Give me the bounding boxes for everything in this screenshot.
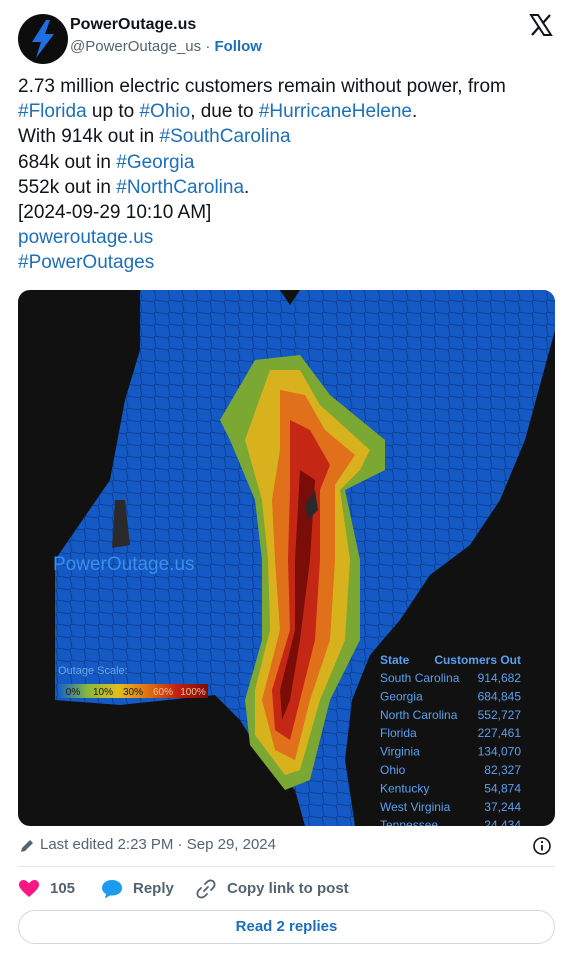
info-icon[interactable]: [532, 836, 552, 856]
follow-link[interactable]: Follow: [214, 38, 262, 55]
scale-bar: [58, 684, 208, 698]
customers-out: 684,845: [478, 689, 522, 703]
customers-out: 82,327: [484, 763, 521, 777]
table-header: Customers Out: [434, 653, 521, 667]
state-name: Ohio: [380, 763, 406, 777]
customers-out: 24,434: [484, 818, 521, 826]
like-count[interactable]: 105: [50, 880, 76, 897]
link[interactable]: #PowerOutages: [18, 252, 155, 274]
reply-button[interactable]: Reply: [133, 880, 174, 897]
avatar[interactable]: [18, 14, 68, 64]
table-header: State: [380, 653, 410, 667]
customers-out: 914,682: [478, 671, 522, 685]
scale-tick: 0%: [66, 687, 81, 698]
scale-label: Outage Scale:: [58, 665, 128, 677]
text-line: [2024-09-29 10:10 AM]: [18, 200, 563, 225]
state-name: Kentucky: [380, 781, 429, 795]
text: With 914k out in: [18, 126, 160, 148]
state-name: Georgia: [380, 689, 423, 703]
link[interactable]: #HurricaneHelene: [258, 101, 413, 123]
handle-row: @PowerOutage_us · Follow: [70, 38, 262, 55]
divider: [18, 866, 555, 867]
edit-icon: [21, 840, 33, 852]
text: 552k out in: [18, 176, 117, 198]
link[interactable]: #Florida: [18, 101, 87, 123]
copy-link-button[interactable]: Copy link to post: [227, 880, 349, 897]
text: [2024-09-29 10:10 AM]: [18, 202, 212, 224]
scale-tick: 60%: [153, 687, 173, 698]
text: .: [244, 176, 250, 198]
state-name: Florida: [380, 726, 417, 740]
reply-icon[interactable]: [101, 879, 123, 899]
state-name: Tennessee: [380, 818, 438, 826]
scale-tick: 30%: [123, 687, 143, 698]
text: .: [412, 101, 418, 123]
map-brand: PowerOutage.us: [53, 554, 195, 575]
text-line: 2.73 million electric customers remain w…: [18, 74, 563, 99]
link[interactable]: #SouthCarolina: [159, 126, 291, 148]
text-line: #Florida up to #Ohio, due to #HurricaneH…: [18, 99, 563, 124]
edited-note[interactable]: Last edited 2:23 PM · Sep 29, 2024: [40, 836, 276, 853]
user-name[interactable]: PowerOutage.us: [70, 16, 197, 33]
read-replies-button[interactable]: Read 2 replies: [18, 910, 555, 944]
text: , due to: [190, 101, 259, 123]
separator: ·: [205, 38, 211, 55]
text-line: 684k out in #Georgia: [18, 150, 563, 175]
text: 684k out in: [18, 151, 117, 173]
tweet-text: 2.73 million electric customers remain w…: [18, 74, 563, 276]
like-icon[interactable]: [18, 879, 40, 899]
text: 2.73 million electric customers remain w…: [18, 76, 506, 97]
scale-tick: 100%: [180, 687, 206, 698]
user-handle[interactable]: @PowerOutage_us: [70, 38, 202, 55]
link[interactable]: #Ohio: [139, 101, 191, 123]
text: up to: [86, 101, 140, 123]
link[interactable]: #Georgia: [116, 151, 195, 173]
text-line: With 914k out in #SouthCarolina: [18, 124, 563, 149]
state-name: Virginia: [380, 745, 420, 759]
link-icon[interactable]: [196, 879, 216, 899]
text-line: #PowerOutages: [18, 250, 563, 275]
x-logo[interactable]: [529, 13, 553, 37]
state-name: South Carolina: [380, 671, 460, 685]
text-line: 552k out in #NorthCarolina.: [18, 175, 563, 200]
customers-out: 552,727: [478, 708, 522, 722]
customers-out: 54,874: [484, 781, 521, 795]
outage-map[interactable]: PowerOutage.us Outage Scale: 0% 10% 30% 60%…: [18, 290, 555, 826]
customers-out: 37,244: [484, 800, 521, 814]
state-name: North Carolina: [380, 708, 458, 722]
customers-out: 227,461: [478, 726, 522, 740]
scale-tick: 10%: [93, 687, 113, 698]
customers-out: 134,070: [478, 745, 522, 759]
text-line: poweroutage.us: [18, 225, 563, 250]
link[interactable]: #NorthCarolina: [116, 176, 245, 198]
link[interactable]: poweroutage.us: [18, 227, 154, 249]
state-name: West Virginia: [380, 800, 451, 814]
